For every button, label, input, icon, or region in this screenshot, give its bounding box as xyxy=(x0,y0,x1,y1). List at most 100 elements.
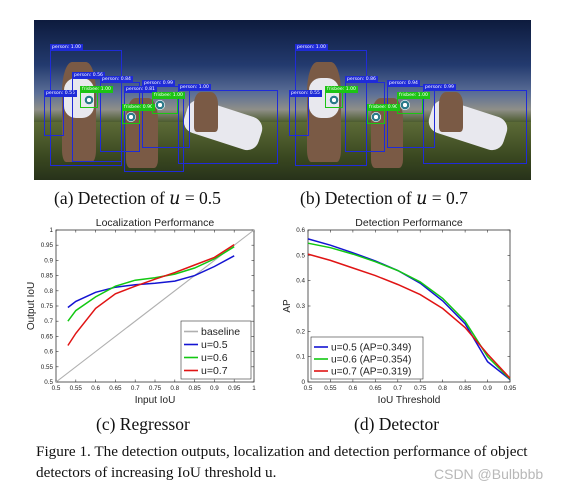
series-line-2 xyxy=(307,253,511,379)
detection-label: person: 0.86 xyxy=(345,76,378,83)
detection-label: frisbee: 1.00 xyxy=(80,86,113,93)
x-tick-label: 0.8 xyxy=(170,385,179,392)
x-tick-label: 0.55 xyxy=(70,385,83,392)
watermark: CSDN @Bulbbbb xyxy=(434,466,544,482)
frisbee-disc xyxy=(126,112,136,122)
x-tick-label: 1 xyxy=(252,385,256,392)
y-tick-label: 1 xyxy=(49,227,53,234)
y-tick-label: 0.55 xyxy=(41,364,54,371)
y-tick-label: 0.65 xyxy=(41,333,54,340)
detection-label: person: 0.99 xyxy=(423,84,456,91)
detection-label: frisbee: 1.00 xyxy=(325,86,358,93)
y-tick-label: 0.8 xyxy=(44,288,53,295)
y-tick-label: 0.5 xyxy=(296,252,305,259)
x-tick-label: 0.7 xyxy=(393,385,402,392)
y-tick-label: 0.3 xyxy=(296,303,305,310)
detection-box: person: 0.55 xyxy=(44,90,77,136)
detection-label: frisbee: 1.00 xyxy=(152,92,185,99)
subcaption-c: (c) Regressor xyxy=(96,414,190,434)
legend-box xyxy=(310,336,424,380)
subcaption-b-value: = 0.7 xyxy=(427,188,468,208)
detection-box: person: 0.99 xyxy=(423,84,527,164)
detection-chart: Detection Performance 0.5 0.55 0.6 0.65 0.7 0.… xyxy=(278,212,538,412)
subcaption-b-text: (b) Detection of xyxy=(300,188,417,208)
person-figure xyxy=(194,92,218,132)
x-tick-label: 0.9 xyxy=(210,385,219,392)
detection-box: person: 0.56 xyxy=(72,72,122,162)
legend-entry: u=0.7 (AP=0.319) xyxy=(331,367,411,378)
x-tick-label: 0.9 xyxy=(483,385,492,392)
x-tick-label: 0.6 xyxy=(349,385,358,392)
frisbee-disc xyxy=(329,95,339,105)
series-line-1 xyxy=(307,242,511,380)
x-tick-label: 0.7 xyxy=(131,385,140,392)
subcaption-a: (a) Detection of u = 0.5 xyxy=(54,188,221,209)
legend-box xyxy=(180,320,252,380)
y-tick-label: 0.5 xyxy=(44,379,53,386)
detection-box: person: 0.55 xyxy=(289,90,322,136)
y-tick-label: 0.6 xyxy=(296,227,305,234)
x-tick-label: 0.85 xyxy=(188,385,201,392)
legend-entry: u=0.5 (AP=0.349) xyxy=(331,343,411,354)
detection-label: person: 0.81 xyxy=(124,86,157,93)
y-tick-label: 0.95 xyxy=(41,242,54,249)
detection-label: frisbee: 0.90 xyxy=(122,104,155,111)
y-axis-label: AP xyxy=(282,299,293,313)
frisbee-box: frisbee: 1.00 xyxy=(325,86,358,108)
x-axis-label: Input IoU xyxy=(135,395,176,406)
subcaption-a-var: u xyxy=(169,189,181,209)
x-tick-label: 0.5 xyxy=(52,385,61,392)
frisbee-box: frisbee: 1.00 xyxy=(80,86,113,108)
legend-entry: u=0.6 (AP=0.354) xyxy=(331,355,411,366)
x-tick-label: 0.75 xyxy=(149,385,162,392)
y-tick-label: 0.9 xyxy=(44,257,53,264)
detection-label: person: 0.55 xyxy=(44,90,77,97)
subcaption-b-var: u xyxy=(416,189,428,209)
figure-caption: Figure 1. The detection outputs, localiz… xyxy=(36,443,528,481)
x-tick-label: 0.85 xyxy=(459,385,472,392)
series-line-1 xyxy=(67,255,235,309)
frisbee-box: frisbee: 0.90 xyxy=(122,104,155,124)
frisbee-disc xyxy=(84,95,94,105)
y-tick-label: 0.85 xyxy=(41,273,54,280)
localization-chart: Localization Performance 0.5 0.55 0.6 0.65 0.… xyxy=(0,212,290,412)
frisbee-disc xyxy=(400,100,410,110)
legend-entry: u=0.6 xyxy=(201,352,228,364)
detection-label: person: 0.94 xyxy=(387,80,420,87)
localization-chart-svg: Localization Performance 0.5 0.55 0.6 0.65 0.… xyxy=(26,217,256,406)
subcaption-d: (d) Detector xyxy=(354,414,440,434)
detection-label: frisbee: 1.00 xyxy=(397,92,430,99)
detection-box: person: 1.00 xyxy=(295,44,367,166)
x-tick-label: 0.55 xyxy=(324,385,337,392)
legend-entry: baseline xyxy=(201,326,240,338)
detection-label: person: 0.55 xyxy=(289,90,322,97)
x-tick-label: 0.65 xyxy=(369,385,382,392)
detection-label: person: 0.84 xyxy=(100,76,133,83)
detection-box: person: 0.94 xyxy=(387,80,435,148)
detection-box: person: 0.99 xyxy=(142,80,190,148)
frisbee-disc xyxy=(155,100,165,110)
person-figure xyxy=(439,92,463,132)
detection-label: person: 0.99 xyxy=(142,80,175,87)
legend-entry: u=0.7 xyxy=(201,365,228,377)
detection-chart-svg: Detection Performance 0.5 0.55 0.6 0.65 0.7 0.… xyxy=(282,217,517,406)
detection-label: frisbee: 0.90 xyxy=(367,104,400,111)
x-tick-label: 0.8 xyxy=(438,385,447,392)
x-tick-label: 0.75 xyxy=(414,385,427,392)
y-tick-label: 0.1 xyxy=(296,354,305,361)
x-tick-label: 0.95 xyxy=(228,385,241,392)
x-tick-label: 0.65 xyxy=(109,385,122,392)
subcaption-a-value: = 0.5 xyxy=(180,188,221,208)
frisbee-box: frisbee: 0.90 xyxy=(367,104,400,124)
series-line-3 xyxy=(67,243,235,346)
y-tick-label: 0.4 xyxy=(296,278,305,285)
series-line-2 xyxy=(67,246,235,322)
detection-label: person: 1.00 xyxy=(50,44,83,51)
subcaption-a-text: (a) Detection of xyxy=(54,188,170,208)
y-tick-label: 0.75 xyxy=(41,303,54,310)
detection-photo-u07: person: 1.00 person: 0.55 person: 0.86 p… xyxy=(279,20,531,180)
detection-photo-u05: person: 1.00 person: 0.55 person: 0.56 p… xyxy=(34,20,284,180)
x-tick-label: 0.6 xyxy=(91,385,100,392)
x-tick-label: 0.5 xyxy=(304,385,313,392)
frisbee-disc xyxy=(371,112,381,122)
